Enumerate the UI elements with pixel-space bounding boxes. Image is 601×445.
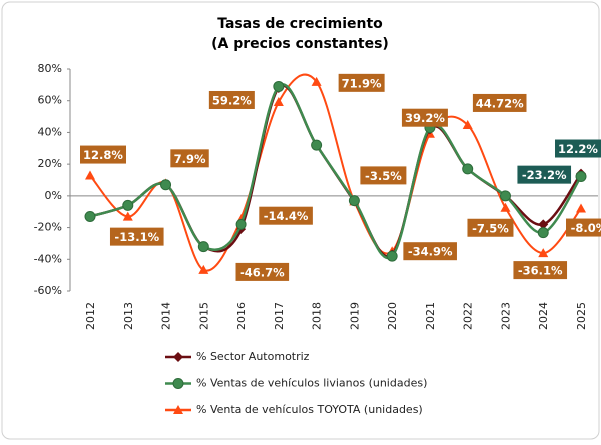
data-point xyxy=(538,219,549,230)
y-tick-label: 80% xyxy=(38,62,62,75)
x-tick-label: 2012 xyxy=(84,302,97,330)
x-tick-label: 2023 xyxy=(499,302,512,330)
data-label: 44.72% xyxy=(476,96,524,110)
data-label-box xyxy=(360,166,407,185)
y-tick-label: 0% xyxy=(45,189,62,202)
y-tick-label: -40% xyxy=(34,252,62,265)
data-label-box xyxy=(467,218,514,237)
x-tick-label: 2019 xyxy=(348,302,361,330)
data-point xyxy=(172,378,184,389)
x-tick-label: 2015 xyxy=(197,302,210,330)
data-point xyxy=(273,96,284,106)
x-tick-label: 2024 xyxy=(537,302,550,330)
data-label-box xyxy=(259,206,313,225)
data-point xyxy=(311,76,322,86)
x-tick-label: 2021 xyxy=(424,302,437,330)
data-label-box xyxy=(566,218,601,237)
data-point xyxy=(576,203,587,213)
series-line xyxy=(89,83,583,260)
data-point xyxy=(386,250,398,262)
chart-title: Tasas de crecimiento xyxy=(217,16,383,32)
data-point xyxy=(197,241,209,253)
data-point xyxy=(173,352,183,362)
data-point xyxy=(537,227,549,239)
y-tick-label: -20% xyxy=(34,221,62,234)
data-label-box xyxy=(235,262,290,281)
y-tick-label: 40% xyxy=(38,125,62,138)
x-tick-label: 2025 xyxy=(575,302,588,330)
legend-label: % Ventas de vehículos livianos (unidades… xyxy=(196,377,427,390)
data-label: -36.1% xyxy=(518,264,563,278)
x-tick-label: 2022 xyxy=(462,302,475,330)
data-label: -46.7% xyxy=(240,265,285,279)
data-label: 12.2% xyxy=(558,142,598,156)
data-point xyxy=(84,210,96,222)
data-label: -7.5% xyxy=(472,221,509,235)
series-line xyxy=(89,73,582,272)
data-point xyxy=(235,218,247,230)
data-point xyxy=(499,190,511,202)
data-point xyxy=(462,119,473,129)
x-tick-label: 2018 xyxy=(311,302,324,330)
data-point xyxy=(575,171,587,183)
data-point xyxy=(122,199,134,211)
data-point xyxy=(160,179,172,191)
data-label: 7.9% xyxy=(174,152,206,166)
data-label: -14.4% xyxy=(264,209,309,223)
y-tick-label: 20% xyxy=(38,157,62,170)
data-point xyxy=(173,405,183,414)
data-label: -34.9% xyxy=(408,245,453,259)
data-label-box xyxy=(403,242,457,261)
data-label-box xyxy=(170,149,209,168)
x-tick-label: 2014 xyxy=(160,302,173,330)
x-tick-label: 2020 xyxy=(386,302,399,330)
data-point xyxy=(500,202,511,212)
y-tick-label: 60% xyxy=(38,94,62,107)
data-point xyxy=(273,80,285,92)
data-label-box xyxy=(338,73,385,92)
data-point xyxy=(348,195,360,207)
data-point xyxy=(311,139,323,151)
legend-label: % Sector Automotriz xyxy=(196,350,310,363)
legend-label: % Venta de vehículos TOYOTA (unidades) xyxy=(196,403,423,416)
data-label: -23.2% xyxy=(522,168,567,182)
data-label-box xyxy=(109,227,164,246)
x-tick-label: 2016 xyxy=(235,302,248,330)
data-label: 59.2% xyxy=(212,93,252,107)
data-label: -8.0% xyxy=(571,221,601,235)
data-point xyxy=(462,163,474,175)
data-label-box xyxy=(472,93,527,112)
data-label: 12.8% xyxy=(83,148,123,162)
data-label: -13.1% xyxy=(114,230,159,244)
data-label: 39.2% xyxy=(405,111,445,125)
data-label-box xyxy=(517,165,572,184)
data-point xyxy=(122,211,133,221)
data-label-box xyxy=(555,139,601,158)
data-label-box xyxy=(401,108,448,127)
x-tick-label: 2017 xyxy=(273,302,286,330)
data-label-box xyxy=(80,145,126,164)
data-point xyxy=(198,264,209,274)
chart-title: (A precios constantes) xyxy=(211,36,389,52)
y-tick-label: -60% xyxy=(34,284,62,297)
x-tick-label: 2013 xyxy=(122,302,135,330)
data-label-box xyxy=(208,90,255,109)
data-point xyxy=(85,170,95,180)
series xyxy=(84,80,587,262)
data-label: 71.9% xyxy=(342,76,382,90)
data-label-box xyxy=(513,261,568,280)
data-point xyxy=(538,248,549,258)
data-label: -3.5% xyxy=(365,169,402,183)
